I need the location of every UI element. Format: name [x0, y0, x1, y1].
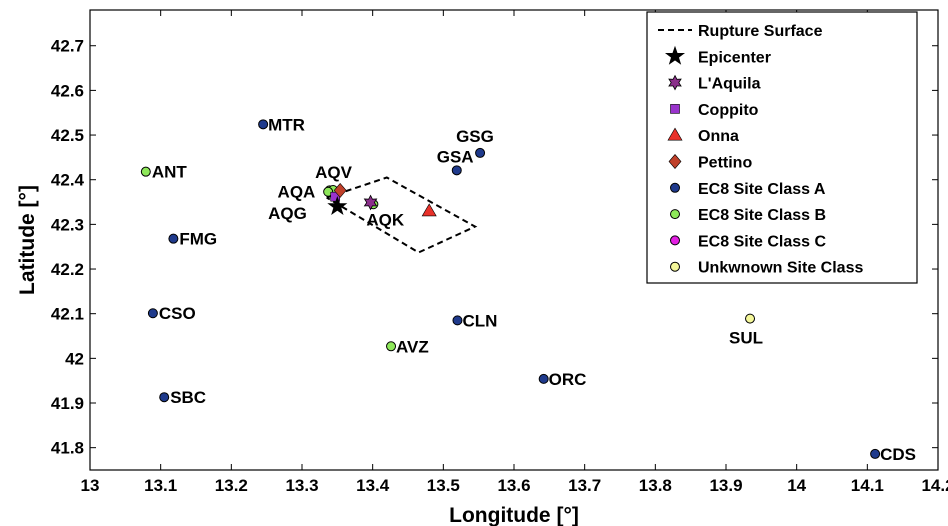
site-label-ant: ANT: [152, 163, 188, 182]
x-tick-label: 13: [81, 476, 100, 495]
site-label-sul: SUL: [729, 329, 763, 348]
site-label-fmg: FMG: [179, 230, 217, 249]
y-axis-label: Latitude [°]: [16, 185, 39, 295]
y-tick-label: 42.5: [51, 126, 84, 145]
x-tick-label: 13.8: [639, 476, 672, 495]
x-tick-label: 13.4: [356, 476, 390, 495]
site-label-mtr: MTR: [268, 115, 305, 134]
x-tick-label: 14.2: [921, 476, 948, 495]
site-label-sbc: SBC: [170, 388, 206, 407]
site-label-cds: CDS: [880, 445, 916, 464]
site-marker-cln: [452, 315, 463, 326]
town-marker-pettino: [333, 182, 347, 198]
x-tick-label: 13.3: [285, 476, 318, 495]
site-marker-avz: [386, 341, 397, 352]
y-tick-label: 42.7: [51, 37, 84, 56]
y-tick-label: 42: [65, 349, 84, 368]
site-label-aqv: AQV: [315, 163, 353, 182]
legend-label-4: Onna: [698, 128, 739, 145]
site-marker-cds: [870, 448, 881, 459]
x-tick-label: 13.2: [215, 476, 248, 495]
legend-label-6: EC8 Site Class A: [698, 181, 826, 198]
site-marker-aqg: [323, 186, 334, 197]
town-marker-laquila: [363, 194, 378, 211]
site-labels: MTRANTFMGCSOSBCGSAGSGCLNAVZORCCDSSULAQAA…: [152, 115, 916, 464]
x-tick-label: 13.1: [144, 476, 177, 495]
y-tick-label: 42.2: [51, 260, 84, 279]
y-tick-label: 42.3: [51, 215, 84, 234]
site-marker-fmg: [168, 233, 179, 244]
site-marker-cso: [147, 308, 158, 319]
legend-label-3: Coppito: [698, 102, 759, 119]
site-label-avz: AVZ: [396, 337, 429, 356]
legend-label-1: Epicenter: [698, 49, 771, 66]
site-marker-ant: [140, 166, 151, 177]
town-markers: [330, 182, 437, 217]
legend-label-5: Pettino: [698, 155, 752, 172]
site-label-cln: CLN: [462, 311, 497, 330]
axis-ticks: [89, 10, 939, 470]
legend-symbol-2: [668, 74, 682, 91]
y-tick-label: 42.6: [51, 81, 84, 100]
x-tick-label: 13.6: [497, 476, 530, 495]
site-label-aqa: AQA: [278, 182, 316, 201]
legend-symbol-6: [670, 182, 680, 193]
legend-symbol-4: [667, 127, 683, 141]
town-marker-onna: [421, 203, 437, 217]
legend-symbol-9: [670, 261, 680, 272]
legend-label-8: EC8 Site Class C: [698, 233, 827, 250]
epicenter-star: [327, 195, 348, 216]
x-tick-label: 13.5: [427, 476, 460, 495]
site-label-aqg: AQG: [268, 204, 307, 223]
site-label-orc: ORC: [549, 370, 587, 389]
legend-symbol-8: [670, 235, 680, 246]
y-tick-label: 42.4: [51, 171, 85, 190]
legend-symbol-1: [664, 45, 686, 65]
x-tick-label: 13.9: [709, 476, 742, 495]
x-tick-label: 14.1: [851, 476, 884, 495]
site-markers: [140, 119, 881, 459]
site-marker-gsg: [475, 147, 486, 158]
site-marker-gsa: [451, 165, 462, 176]
legend-symbol-5: [668, 154, 682, 169]
y-tick-label: 41.9: [51, 394, 84, 413]
site-label-cso: CSO: [159, 304, 196, 323]
tick-labels: 13 13.1 13.2 13.3 13.4 13.5 13.6 13.7 13.8 13.9 14…: [51, 37, 948, 495]
legend-label-0: Rupture Surface: [698, 23, 823, 40]
y-tick-label: 41.8: [51, 439, 84, 458]
site-marker-orc: [538, 373, 549, 384]
site-label-aqk: AQK: [366, 210, 405, 229]
x-axis-label: Longitude [°]: [449, 504, 579, 526]
legend-symbol-7: [670, 209, 680, 220]
site-marker-sbc: [159, 392, 170, 403]
epicenter-marker: [327, 195, 348, 216]
site-label-gsa: GSA: [437, 147, 474, 166]
legend-box: [646, 11, 918, 284]
legend-symbol-3: [670, 104, 680, 114]
y-tick-label: 42.1: [51, 305, 84, 324]
site-marker-mtr: [258, 119, 269, 130]
site-marker-sul: [745, 313, 756, 324]
rupture-surface: [326, 176, 478, 254]
x-tick-label: 14: [787, 476, 806, 495]
legend-label-7: EC8 Site Class B: [698, 207, 826, 224]
rupture-surface-outline: [326, 176, 478, 254]
x-tick-label: 13.7: [568, 476, 601, 495]
site-label-gsg: GSG: [456, 127, 494, 146]
legend-label-2: L'Aquila: [698, 76, 761, 93]
legend: Rupture Surface Epicenter L'Aquila Coppito O…: [646, 11, 918, 284]
legend-label-9: Unkwnown Site Class: [698, 260, 863, 277]
